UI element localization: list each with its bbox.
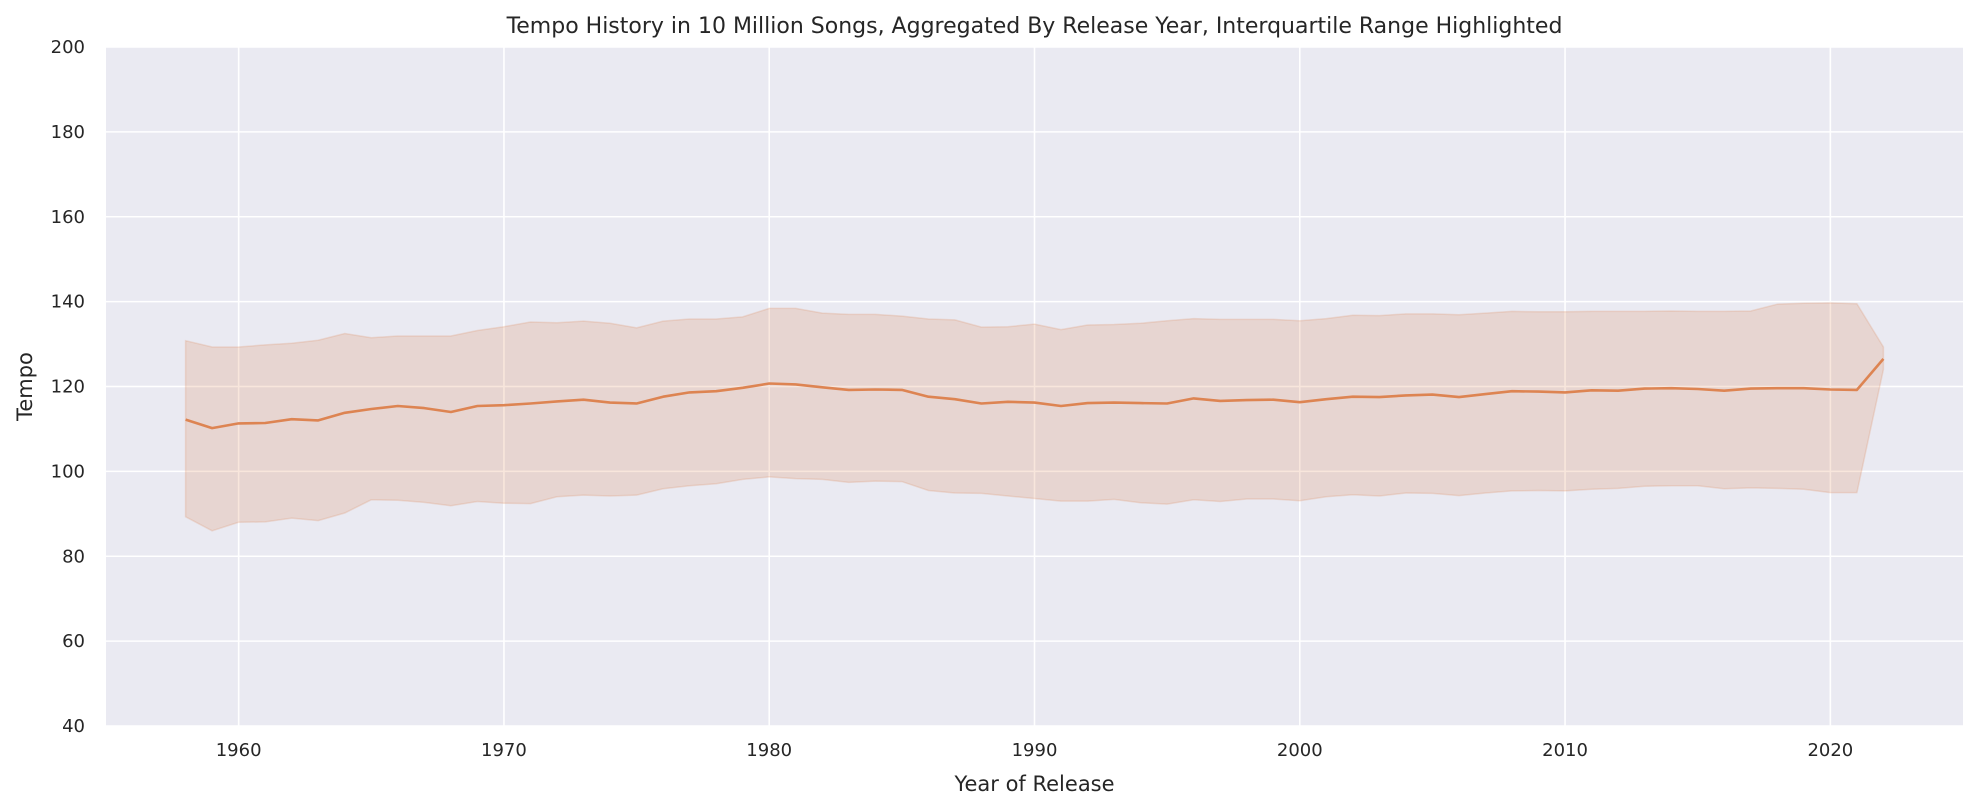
tick-labels: 40 60 80 100 120 140 160 180 200 1960 1970 1980 1990… [51,37,1854,761]
y-tick-label: 40 [62,716,85,737]
y-axis-label: Tempo [13,352,37,422]
grid-lines [106,46,1963,727]
y-tick-label: 80 [62,546,85,567]
y-tick-label: 60 [62,631,85,652]
x-tick-label: 1990 [1012,740,1058,761]
x-tick-label: 2010 [1542,740,1588,761]
y-tick-label: 160 [51,207,85,228]
x-tick-label: 2020 [1807,740,1853,761]
y-tick-label: 180 [51,122,85,143]
y-tick-label: 120 [51,377,85,398]
interquartile-range-band [184,302,1885,532]
x-axis-label: Year of Release [953,772,1114,796]
median-tempo-line [185,358,1885,430]
x-tick-label: 1970 [481,740,527,761]
chart-title: Tempo History in 10 Million Songs, Aggre… [506,14,1563,39]
y-tick-label: 100 [51,461,85,482]
x-tick-label: 1980 [746,740,792,761]
x-tick-label: 2000 [1277,740,1323,761]
y-tick-label: 200 [51,37,85,58]
y-tick-label: 140 [51,292,85,313]
x-tick-label: 1960 [216,740,262,761]
